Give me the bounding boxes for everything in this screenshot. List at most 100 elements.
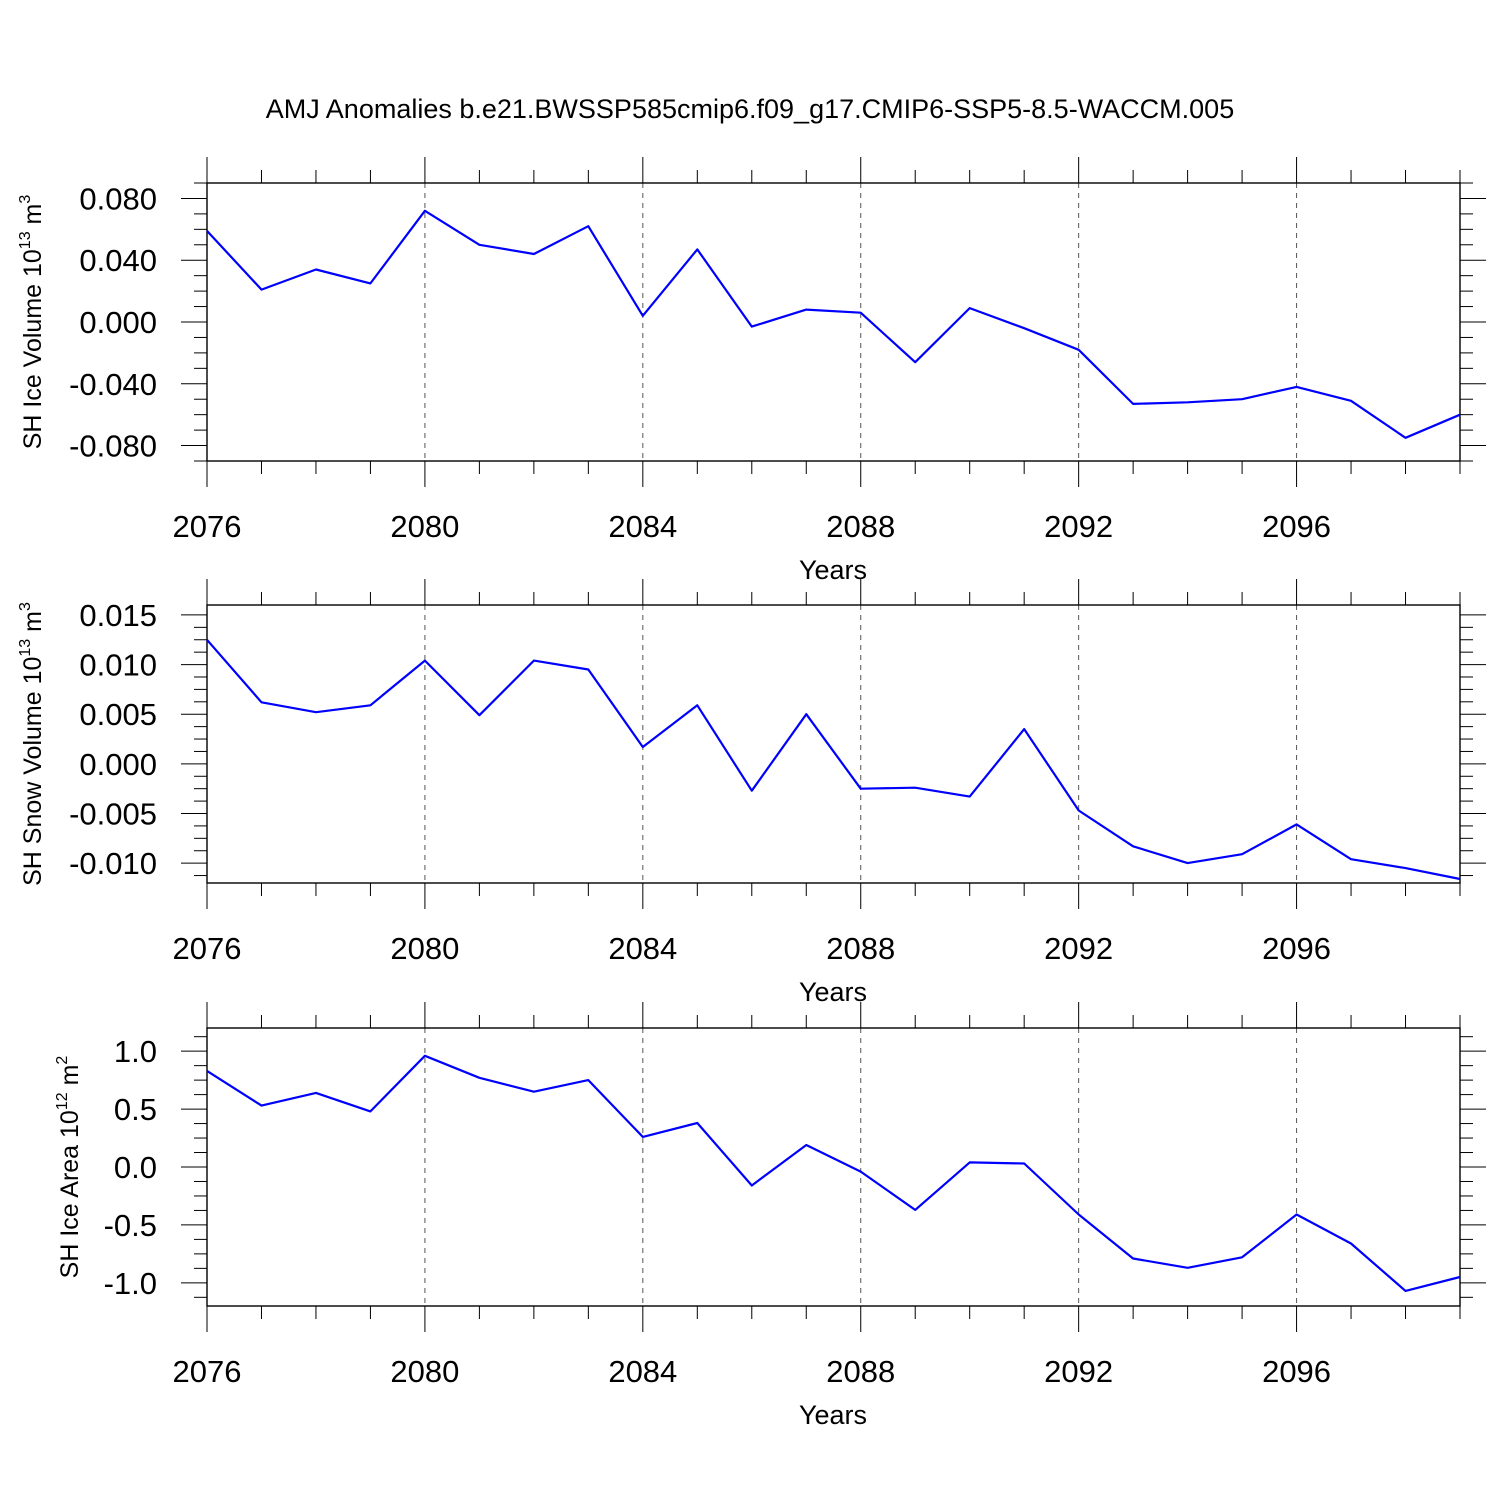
data-point xyxy=(368,281,372,285)
y-axis-label: SH Ice Volume 1013 m3 xyxy=(17,195,47,450)
data-point xyxy=(532,252,536,256)
panel-1: 2076 2080 2084 2088 2092 2096 Years 0.080 0.040 0… xyxy=(17,157,1486,585)
data-point xyxy=(1240,397,1244,401)
data-point xyxy=(1186,400,1190,404)
data-point xyxy=(586,668,590,672)
y-tick-label: 1.0 xyxy=(114,1034,157,1069)
x-tick-label: 2080 xyxy=(390,931,459,966)
data-point xyxy=(1131,1257,1135,1261)
y-axis-label: SH Snow Volume 1013 m3 xyxy=(17,602,47,886)
data-point xyxy=(641,1135,645,1139)
x-tick-label: 2076 xyxy=(173,931,242,966)
y-tick-label: 0.000 xyxy=(79,747,157,782)
data-point xyxy=(695,703,699,707)
y-tick-label: 0.015 xyxy=(79,598,157,633)
x-tick-label: 2076 xyxy=(173,1354,242,1389)
data-point xyxy=(859,787,863,791)
y-tick-label: -0.010 xyxy=(69,846,157,881)
data-point xyxy=(1349,1241,1353,1245)
x-tick-label: 2084 xyxy=(608,931,677,966)
y-tick-label: 0.080 xyxy=(79,181,157,216)
plot-frame xyxy=(206,604,1461,884)
data-point xyxy=(1458,877,1462,881)
y-tick-label: -0.040 xyxy=(69,367,157,402)
y-tick-label: 0.5 xyxy=(114,1092,157,1127)
y-tick-label: 0.040 xyxy=(79,243,157,278)
data-point xyxy=(750,1184,754,1188)
data-point xyxy=(695,247,699,251)
y-tick-label: -1.0 xyxy=(104,1266,157,1301)
data-point xyxy=(1131,402,1135,406)
data-point xyxy=(314,1091,318,1095)
x-tick-label: 2096 xyxy=(1262,509,1331,544)
x-tick-label: 2076 xyxy=(173,509,242,544)
data-point xyxy=(804,712,808,716)
data-point xyxy=(750,325,754,329)
data-point xyxy=(968,306,972,310)
data-point xyxy=(1295,1212,1299,1216)
y-tick-label: 0.010 xyxy=(79,648,157,683)
data-point xyxy=(1295,822,1299,826)
y-tick-label: 0.005 xyxy=(79,697,157,732)
data-point xyxy=(913,1208,917,1212)
data-point xyxy=(314,710,318,714)
data-point xyxy=(1186,1266,1190,1270)
x-axis-label: Years xyxy=(799,1400,867,1430)
data-point xyxy=(477,243,481,247)
data-point xyxy=(1131,844,1135,848)
data-point xyxy=(259,288,263,292)
y-axis-label: SH Ice Area 1012 m2 xyxy=(54,1056,84,1279)
data-point xyxy=(968,795,972,799)
data-point xyxy=(423,659,427,663)
data-point xyxy=(532,1090,536,1094)
data-point xyxy=(1458,413,1462,417)
data-point xyxy=(477,713,481,717)
x-axis-label: Years xyxy=(799,977,867,1007)
plot-frame xyxy=(206,182,1461,462)
data-point xyxy=(423,1054,427,1058)
panel-3: 2076 2080 2084 2088 2092 2096 Years 1.0 0.5 0.0 -0… xyxy=(54,1002,1486,1430)
data-point xyxy=(532,659,536,663)
data-series-line xyxy=(206,209,1461,439)
data-point xyxy=(1186,861,1190,865)
y-tick-label: 0.0 xyxy=(114,1150,157,1185)
data-point xyxy=(205,1069,209,1073)
y-tick-label: 0.000 xyxy=(79,305,157,340)
data-point xyxy=(1349,399,1353,403)
x-tick-label: 2096 xyxy=(1262,1354,1331,1389)
data-point xyxy=(804,308,808,312)
x-tick-label: 2092 xyxy=(1044,931,1113,966)
data-point xyxy=(695,1121,699,1125)
data-point xyxy=(859,311,863,315)
data-point xyxy=(314,267,318,271)
data-point xyxy=(750,789,754,793)
x-tick-label: 2088 xyxy=(826,931,895,966)
data-point xyxy=(804,1143,808,1147)
data-point xyxy=(1240,852,1244,856)
data-point xyxy=(205,229,209,233)
data-point xyxy=(1022,326,1026,330)
data-point xyxy=(259,1104,263,1108)
x-tick-label: 2088 xyxy=(826,1354,895,1389)
x-tick-label: 2088 xyxy=(826,509,895,544)
x-tick-label: 2080 xyxy=(390,1354,459,1389)
data-series-line xyxy=(206,639,1461,881)
panel-2: 2076 2080 2084 2088 2092 2096 Years 0.015 0.010 0… xyxy=(17,579,1486,1007)
data-point xyxy=(477,1076,481,1080)
data-point xyxy=(1458,1275,1462,1279)
data-point xyxy=(1404,1289,1408,1293)
data-point xyxy=(1295,385,1299,389)
data-point xyxy=(968,1160,972,1164)
plot-frame xyxy=(206,1027,1461,1307)
data-point xyxy=(1404,436,1408,440)
x-tick-label: 2084 xyxy=(608,509,677,544)
data-point xyxy=(1077,348,1081,352)
data-point xyxy=(913,360,917,364)
y-tick-label: -0.5 xyxy=(104,1208,157,1243)
data-point xyxy=(1077,1212,1081,1216)
data-point xyxy=(368,1109,372,1113)
data-point xyxy=(641,745,645,749)
data-point xyxy=(1349,857,1353,861)
x-tick-label: 2092 xyxy=(1044,509,1113,544)
